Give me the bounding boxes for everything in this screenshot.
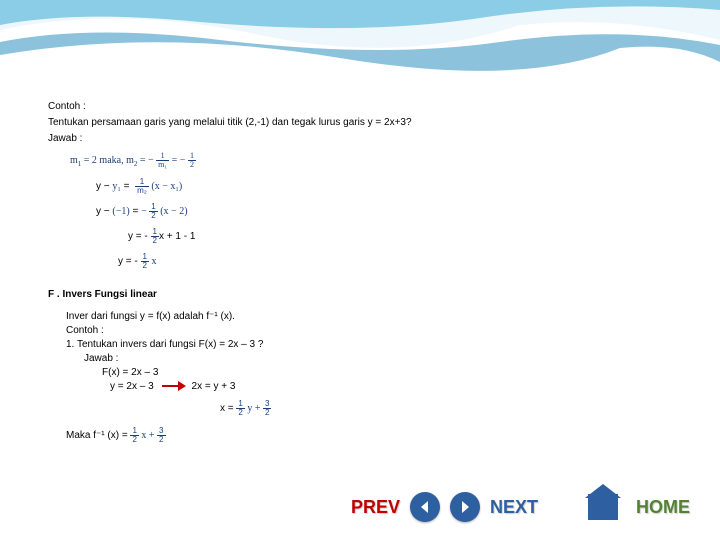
- next-icon: [457, 499, 473, 515]
- next-button[interactable]: [450, 492, 480, 522]
- slide-content: Contoh : Tentukan persamaan garis yang m…: [48, 100, 668, 444]
- jawab-label: Jawab :: [48, 132, 668, 146]
- section-f-title: F . Invers Fungsi linear: [48, 288, 668, 302]
- fx-line-2: y = 2x – 3 2x = y + 3: [110, 380, 668, 394]
- home-label: HOME: [636, 497, 690, 518]
- fx-line-1: F(x) = 2x – 3: [102, 366, 668, 380]
- contoh-label: Contoh :: [48, 100, 668, 114]
- question-1: 1. Tentukan invers dari fungsi F(x) = 2x…: [66, 338, 668, 352]
- next-label: NEXT: [490, 497, 538, 518]
- math-step-5: y = - 12 x: [118, 253, 668, 270]
- prev-label: PREV: [351, 497, 400, 518]
- nav-bar: PREV NEXT HOME: [0, 492, 720, 522]
- x-equals-line: x = 12 y + 32: [220, 400, 668, 417]
- prev-icon: [417, 499, 433, 515]
- jawab2-label: Jawab :: [84, 352, 668, 366]
- contoh2-label: Contoh :: [66, 324, 668, 338]
- wave-decoration: [0, 0, 720, 90]
- home-button[interactable]: [588, 494, 618, 520]
- inverse-intro: Inver dari fungsi y = f(x) adalah f⁻¹ (x…: [66, 310, 668, 324]
- math-step-1: m1 = 2 maka, m2 = − 1m₁ = − 12: [70, 152, 668, 170]
- math-step-2: y − y₁ = 1m₂ (x − x₁): [96, 178, 668, 195]
- problem-text: Tentukan persamaan garis yang melalui ti…: [48, 116, 668, 130]
- math-step-4: y = - 12x + 1 - 1: [128, 228, 668, 245]
- math-step-3: y − (−1) = − 12 (x − 2): [96, 203, 668, 220]
- prev-button[interactable]: [410, 492, 440, 522]
- arrow-icon: [162, 382, 186, 390]
- maka-line: Maka f⁻¹ (x) = 12 x + 32: [66, 427, 668, 444]
